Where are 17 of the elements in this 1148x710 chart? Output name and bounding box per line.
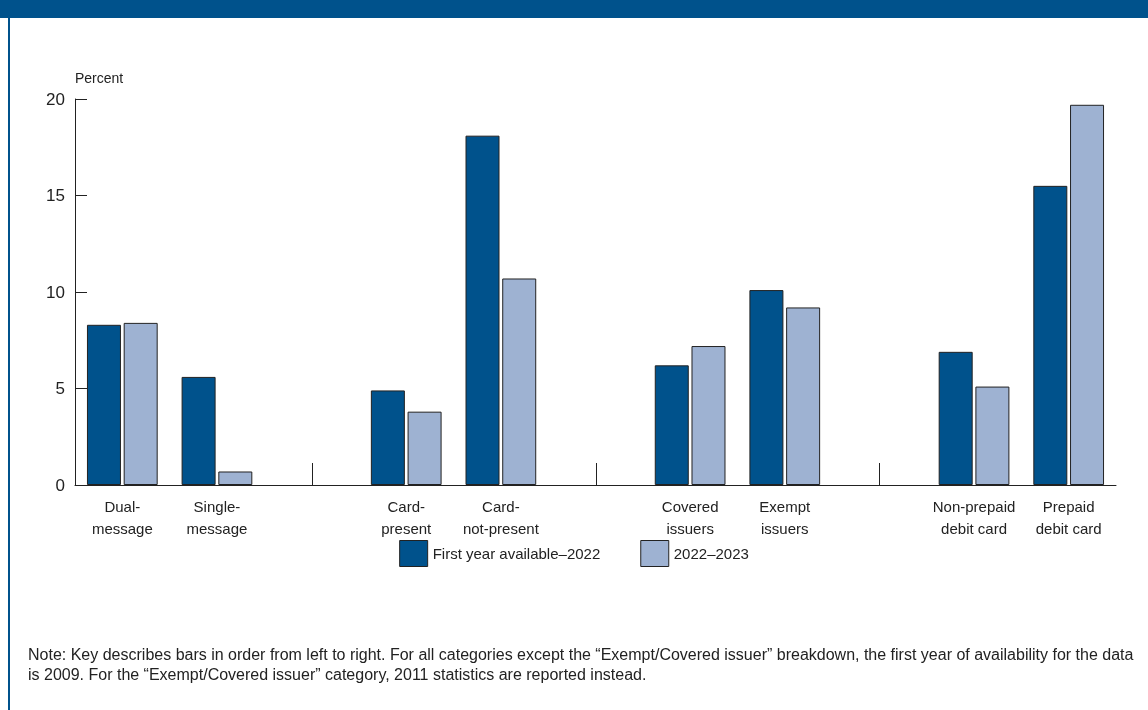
x-tick-label: Single- message <box>186 497 248 537</box>
text: Note: Key describes bars in order from left to right. For all categories except the “Exempt/Covered issuer” breakdown, the first year of availability for the data is 2009. For the “Exempt/Covered issuer” category, 2011 statistics are reported instead. <box>28 645 1135 685</box>
y-tick-label: 15 <box>46 186 65 205</box>
x-tick-label: Exempt issuers <box>759 497 812 537</box>
y-tick-label: 0 <box>55 475 65 495</box>
x-tick-label: Card- present <box>381 497 433 537</box>
y-tick-label: 20 <box>46 89 65 109</box>
y-tick-label: 5 <box>55 379 65 398</box>
x-tick-label: Dual- message <box>91 497 153 537</box>
x-tick-label: Card- not-present <box>462 497 540 537</box>
y-tick-label: 10 <box>46 282 65 302</box>
legend-label: First year available–2022 <box>432 545 601 562</box>
y-axis-title: Percent <box>75 70 124 86</box>
x-tick-label: Non-prepaid debit card <box>932 497 1016 537</box>
x-tick-label: Covered issuers <box>661 497 719 537</box>
x-tick-label: Prepaid debit card <box>1035 497 1102 537</box>
legend-label: 2022–2023 <box>673 545 749 562</box>
